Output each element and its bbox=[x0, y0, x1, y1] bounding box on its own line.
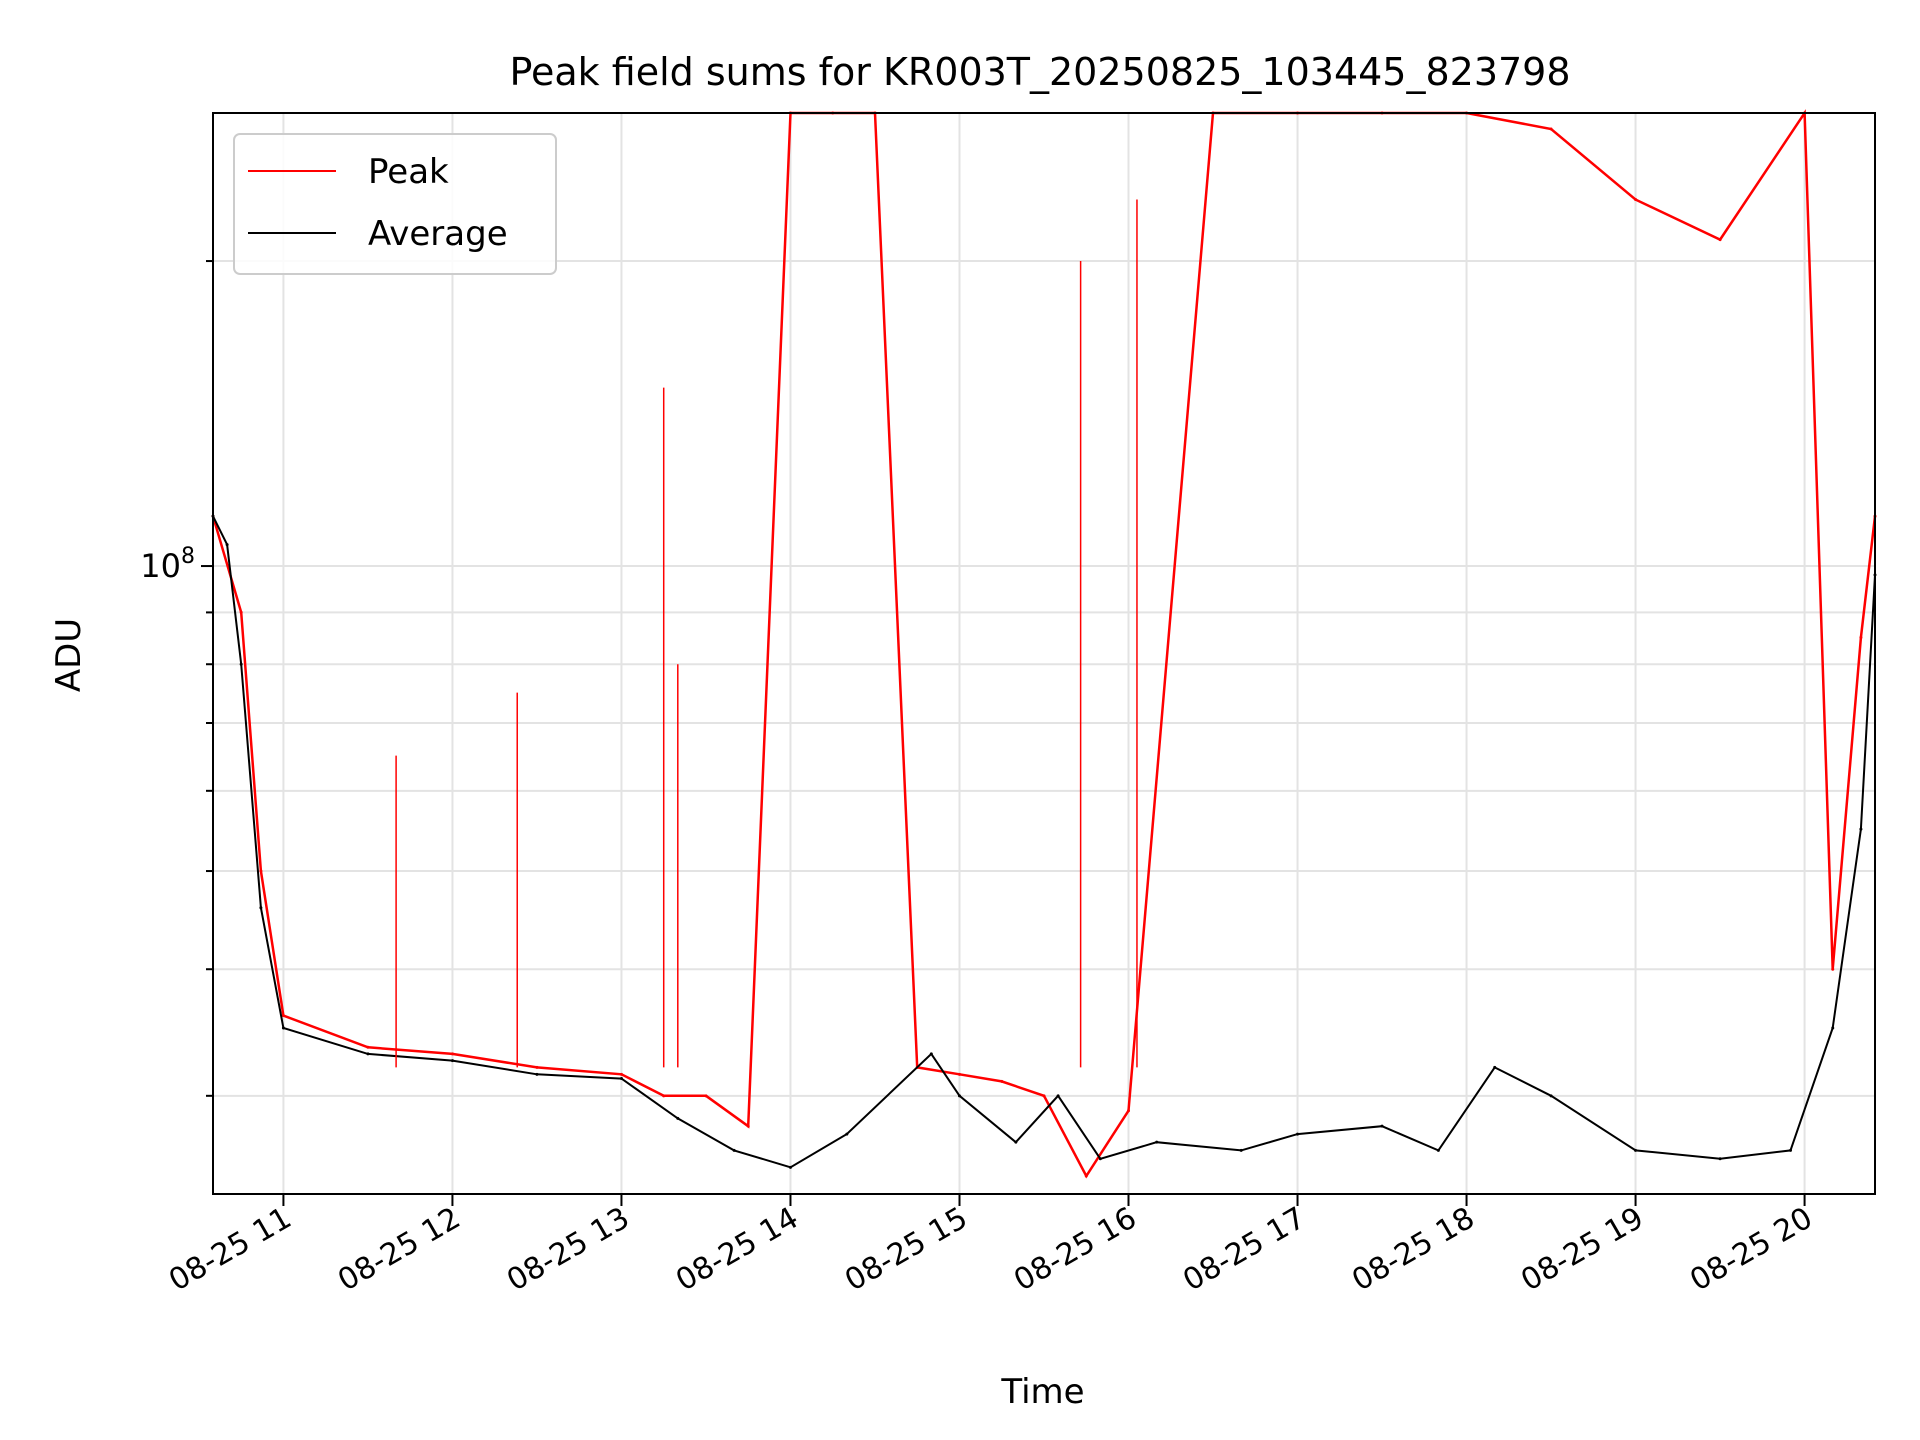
data-point bbox=[1000, 1079, 1004, 1083]
data-point bbox=[225, 543, 229, 547]
data-point bbox=[1493, 1065, 1497, 1069]
data-point bbox=[1859, 827, 1863, 831]
data-point bbox=[1436, 1148, 1440, 1152]
data-point bbox=[619, 1077, 623, 1081]
data-point bbox=[1098, 1157, 1102, 1161]
plot-frame bbox=[212, 112, 1876, 1195]
data-point bbox=[535, 1065, 539, 1069]
grid-lines bbox=[213, 113, 1875, 1194]
data-point bbox=[1549, 1094, 1553, 1098]
data-point bbox=[1296, 1132, 1300, 1136]
data-point bbox=[281, 1026, 285, 1030]
data-point bbox=[1014, 1140, 1018, 1144]
data-point bbox=[1718, 238, 1722, 242]
y-axis: 108 bbox=[140, 260, 213, 1097]
data-point bbox=[957, 1094, 961, 1098]
data-point bbox=[259, 906, 263, 910]
legend-peak-label: Peak bbox=[368, 152, 449, 192]
data-point bbox=[746, 1124, 750, 1128]
data-point bbox=[1056, 1094, 1060, 1098]
data-point bbox=[239, 662, 243, 666]
data-point bbox=[281, 1014, 285, 1018]
data-point bbox=[450, 1052, 454, 1056]
data-point bbox=[1831, 967, 1835, 971]
data-point bbox=[450, 1059, 454, 1063]
data-point bbox=[929, 1052, 933, 1056]
data-point bbox=[1127, 1109, 1131, 1113]
data-point bbox=[366, 1045, 370, 1049]
data-point bbox=[1084, 1174, 1088, 1178]
data-point bbox=[1155, 1140, 1159, 1144]
data-point bbox=[1634, 198, 1638, 202]
data-point bbox=[676, 1116, 680, 1120]
data-point bbox=[1634, 1148, 1638, 1152]
data-point bbox=[239, 610, 243, 614]
chart-title: Peak field sums for KR003T_20250825_1034… bbox=[509, 50, 1570, 94]
data-point bbox=[845, 1132, 849, 1136]
data-point bbox=[1239, 1148, 1243, 1152]
data-point bbox=[1549, 127, 1553, 131]
data-point bbox=[1859, 636, 1863, 640]
x-axis-label: Time bbox=[1000, 1372, 1084, 1412]
legend-average-label: Average bbox=[368, 214, 508, 254]
data-point bbox=[366, 1052, 370, 1056]
data-point bbox=[662, 1094, 666, 1098]
legend: Peak Average bbox=[233, 133, 557, 275]
data-point bbox=[259, 869, 263, 873]
data-point bbox=[788, 1165, 792, 1169]
data-point bbox=[1718, 1157, 1722, 1161]
data-point bbox=[619, 1072, 623, 1076]
data-point bbox=[704, 1094, 708, 1098]
y-axis-label: ADU bbox=[49, 618, 89, 692]
data-point bbox=[1831, 1026, 1835, 1030]
data-point bbox=[957, 1072, 961, 1076]
data-point bbox=[732, 1148, 736, 1152]
data-point bbox=[1788, 1148, 1792, 1152]
data-point bbox=[1042, 1094, 1046, 1098]
series-layer bbox=[211, 109, 1877, 1179]
data-point bbox=[1380, 1124, 1384, 1128]
data-point bbox=[535, 1072, 539, 1076]
legend-box bbox=[233, 133, 557, 275]
